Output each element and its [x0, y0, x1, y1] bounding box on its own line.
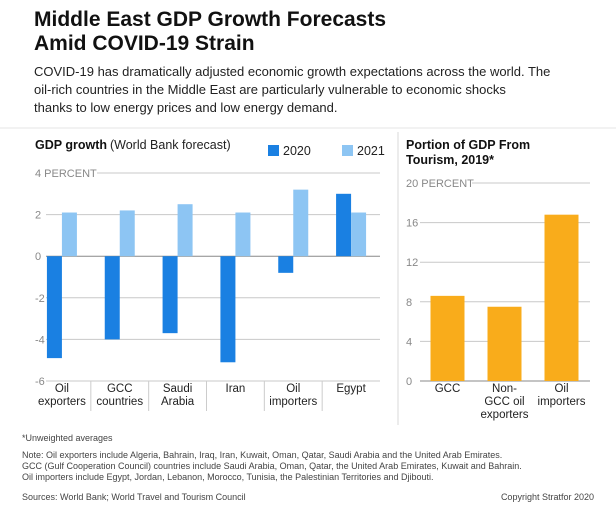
y-tick-label: -2 — [35, 293, 45, 305]
chart-title: Portion of GDP From Tourism, 2019* — [406, 138, 530, 167]
x-tick-label: GCC — [435, 383, 461, 395]
legend-swatch — [268, 145, 279, 156]
bar — [544, 214, 579, 381]
bar — [119, 210, 135, 257]
x-tick-label: Saudi Arabia — [161, 383, 195, 408]
x-tick-label: Non-GCC oil exporters — [481, 383, 529, 421]
intro: COVID-19 has dramatically adjusted econo… — [34, 64, 550, 115]
y-tick-label: 0 — [406, 376, 412, 388]
bar — [487, 306, 522, 381]
bar — [336, 193, 352, 257]
copyright: Copyright Stratfor 2020 — [501, 492, 594, 502]
x-tick-label: GCC countries — [96, 383, 143, 408]
y-tick-label: 2 — [35, 210, 41, 222]
page-title: Middle East GDP Growth Forecasts Amid COV… — [34, 8, 386, 55]
sources: Sources: World Bank; World Travel and To… — [22, 492, 246, 502]
y-tick-label: 20 PERCENT — [406, 178, 474, 190]
y-tick-label: 0 — [35, 251, 41, 263]
x-tick-label: Egypt — [336, 383, 366, 395]
y-tick-label: -4 — [35, 334, 45, 346]
x-tick-label: Oil importers — [538, 383, 586, 408]
bar — [177, 204, 193, 257]
y-tick-label: 16 — [406, 218, 418, 230]
chart-title: GDP growth — [35, 138, 107, 152]
y-tick-label: 4 — [406, 336, 412, 348]
x-tick-label: Iran — [226, 383, 246, 395]
bar — [278, 256, 294, 273]
bar — [46, 256, 62, 359]
y-tick-label: 4 PERCENT — [35, 168, 97, 180]
x-tick-label: Oil importers — [269, 383, 317, 408]
legend-swatch — [342, 145, 353, 156]
bar — [351, 212, 367, 257]
bar — [104, 256, 120, 340]
y-tick-label: -6 — [35, 376, 45, 388]
bar — [162, 256, 178, 334]
note: Note: Oil exporters include Algeria, Bah… — [22, 450, 522, 482]
bar — [430, 295, 465, 381]
footnote: *Unweighted averages — [22, 433, 113, 443]
x-tick-label: Oil exporters — [38, 383, 86, 408]
y-tick-label: 8 — [406, 297, 412, 309]
chart-subtitle: (World Bank forecast) — [110, 138, 231, 152]
bar — [220, 256, 236, 363]
bar — [235, 212, 251, 257]
legend-label: 2021 — [357, 144, 385, 158]
legend-label: 2020 — [283, 144, 311, 158]
bar — [61, 212, 77, 257]
y-tick-label: 12 — [406, 257, 418, 269]
bar — [293, 189, 309, 257]
